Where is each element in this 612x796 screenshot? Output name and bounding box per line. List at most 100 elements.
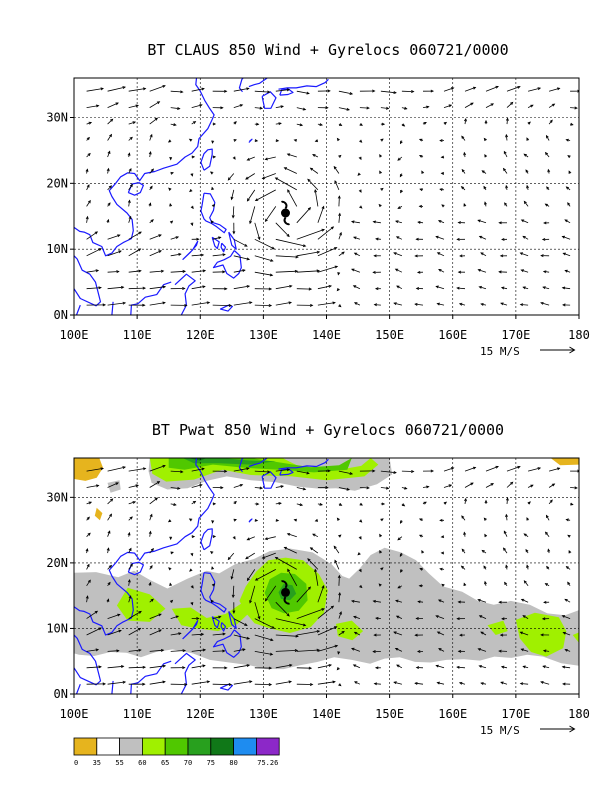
wind-vector — [265, 206, 275, 221]
x-tick-label: 150E — [375, 328, 404, 342]
wind-vector — [228, 174, 234, 180]
y-tick-label: 10N — [46, 242, 68, 256]
x-tick-label: 140E — [312, 328, 341, 342]
wind-vector — [213, 651, 225, 652]
wind-vector — [318, 266, 337, 272]
wind-vector — [150, 251, 161, 256]
wind-vector — [150, 102, 160, 108]
colorbar-swatch — [256, 738, 279, 755]
wind-vector — [150, 287, 166, 289]
wind-vector — [129, 232, 141, 239]
wind-vector — [108, 303, 126, 305]
colorbar-label: 0 — [74, 759, 78, 767]
wind-vector — [150, 498, 158, 504]
colorbar-label: 70 — [184, 759, 192, 767]
wind-vector — [247, 190, 254, 201]
coastline — [279, 79, 329, 89]
wind-vector — [108, 467, 126, 471]
wind-vector — [256, 190, 276, 201]
coastline — [201, 149, 212, 170]
coastline — [221, 243, 225, 252]
colorbar-label: 35 — [93, 759, 101, 767]
colorbar-swatch — [97, 738, 120, 755]
wind-vector — [308, 179, 318, 190]
wind-vector — [255, 91, 270, 92]
x-tick-label: 160E — [438, 707, 467, 721]
wind-vector — [318, 207, 324, 223]
wind-vector — [276, 256, 298, 257]
colorbar-swatch — [165, 738, 188, 755]
coastline — [201, 529, 212, 550]
coastline — [214, 251, 242, 279]
coastline — [249, 78, 267, 87]
x-tick-label: 120E — [186, 707, 215, 721]
wind-vector — [87, 89, 104, 92]
x-tick-label: 170E — [501, 707, 530, 721]
coastline — [183, 241, 198, 259]
cyclone-icon — [281, 202, 290, 224]
wind-vector — [276, 682, 291, 685]
coastline — [262, 92, 276, 109]
x-tick-label: 160E — [438, 328, 467, 342]
wind-vector — [129, 667, 145, 668]
wind-vector — [234, 681, 252, 684]
cyclone-arm — [282, 202, 287, 209]
wind-vector — [255, 305, 271, 306]
wind-vector — [234, 665, 249, 668]
wind-vector — [276, 271, 298, 272]
wind-map-panel: BT CLAUS 850 Wind + Gyrelocs 060721/0000… — [46, 41, 590, 358]
wind-vector — [150, 666, 166, 668]
wind-vector — [507, 467, 520, 472]
cyclone-eye — [281, 209, 290, 218]
colorbar-label: 60 — [138, 759, 146, 767]
x-tick-label: 110E — [123, 328, 152, 342]
wind-vector — [297, 271, 319, 272]
y-tick-label: 30N — [46, 111, 68, 125]
x-tick-label: 130E — [249, 328, 278, 342]
wind-vector — [315, 190, 318, 207]
wind-vector — [150, 118, 158, 124]
wind-vector — [255, 239, 274, 249]
vector-reference-label: 15 M/S — [480, 724, 520, 737]
panel-title: BT Pwat 850 Wind + Gyrelocs 060721/0000 — [152, 421, 504, 439]
wind-vector — [276, 286, 292, 289]
gridlines — [74, 78, 579, 315]
colorbar-label: 65 — [161, 759, 169, 767]
x-tick-label: 130E — [249, 707, 278, 721]
wind-vector — [381, 91, 396, 93]
coastline — [112, 302, 113, 315]
colorbar-label: 75.26 — [257, 759, 278, 767]
wind-vector — [234, 302, 252, 305]
wind-vector — [213, 305, 232, 306]
x-tick-label: 150E — [375, 707, 404, 721]
wind-vector — [108, 103, 119, 108]
x-tick-label: 120E — [186, 328, 215, 342]
gyre-marker — [281, 202, 290, 224]
y-tick-label: 30N — [46, 490, 68, 504]
wind-vector — [234, 256, 249, 260]
wind-vector — [318, 227, 334, 239]
coastline — [229, 232, 237, 249]
wind-vector — [228, 553, 234, 559]
colorbar-label: 75 — [207, 759, 215, 767]
wind-vector — [284, 168, 296, 174]
coastline — [128, 183, 143, 196]
wind-vector — [108, 682, 126, 684]
pwat-map-panel: BT Pwat 850 Wind + Gyrelocs 060721/0000 … — [46, 421, 590, 767]
wind-vector — [507, 87, 520, 92]
coastlines — [69, 78, 328, 315]
coastline — [175, 653, 195, 694]
colorbar-swatch — [74, 738, 97, 755]
wind-vector — [250, 206, 255, 223]
x-tick-label: 110E — [123, 707, 152, 721]
wind-vector — [150, 235, 161, 239]
x-tick-label: 180 — [568, 707, 590, 721]
y-tick-label: 20N — [46, 556, 68, 570]
wind-vector — [276, 302, 291, 305]
x-tick-label: 180 — [568, 328, 590, 342]
colorbar-swatch — [211, 738, 234, 755]
colorbar-swatch — [120, 738, 143, 755]
wind-vector — [263, 174, 276, 179]
y-tick-label: 0N — [54, 687, 68, 701]
